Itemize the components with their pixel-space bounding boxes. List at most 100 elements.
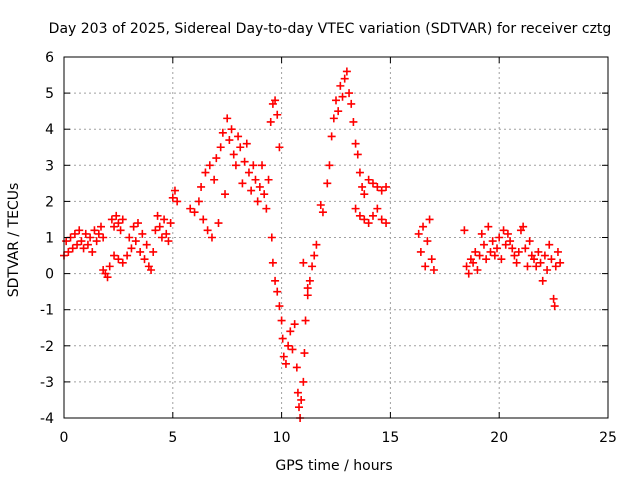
data-point (523, 262, 532, 271)
data-point (293, 388, 302, 397)
data-point (284, 341, 293, 350)
data-point (462, 262, 471, 271)
data-point (238, 179, 247, 188)
data-point (125, 233, 134, 242)
data-point (353, 150, 362, 159)
data-point (275, 143, 284, 152)
data-point (482, 255, 491, 264)
data-point (94, 229, 103, 238)
data-point (316, 201, 325, 210)
data-point (499, 226, 508, 235)
data-point (493, 244, 502, 253)
data-point (512, 258, 521, 267)
data-point (545, 240, 554, 249)
x-axis-label: GPS time / hours (275, 458, 392, 474)
data-point (519, 222, 528, 231)
data-point (532, 262, 541, 271)
data-point (267, 233, 276, 242)
data-point (486, 247, 495, 256)
data-point (236, 143, 245, 152)
data-point (550, 302, 559, 311)
data-point (227, 125, 236, 134)
data-point (249, 161, 258, 170)
data-point (218, 128, 227, 137)
y-tick-label: 0 (45, 267, 54, 283)
data-point (501, 240, 510, 249)
data-point (538, 276, 547, 285)
data-point (479, 240, 488, 249)
data-point (351, 204, 360, 213)
x-tick-label: 0 (60, 430, 69, 446)
data-point (207, 233, 216, 242)
data-point (170, 186, 179, 195)
data-point (521, 244, 530, 253)
data-point (268, 258, 277, 267)
data-point (73, 240, 82, 249)
data-point (358, 182, 367, 191)
data-point (142, 240, 151, 249)
data-point (164, 237, 173, 246)
data-point (349, 117, 358, 126)
y-tick-label: -2 (40, 339, 54, 355)
data-point (427, 255, 436, 264)
data-point (495, 233, 504, 242)
data-point (292, 363, 301, 372)
data-point (77, 237, 86, 246)
data-point (473, 265, 482, 274)
data-point (305, 276, 314, 285)
data-point (214, 219, 223, 228)
data-point (301, 316, 310, 325)
data-point (549, 294, 558, 303)
data-point (488, 237, 497, 246)
data-point (279, 352, 288, 361)
data-point (112, 211, 121, 220)
y-tick-label: 4 (45, 122, 54, 138)
y-tick-label: 1 (45, 231, 54, 247)
data-point (216, 143, 225, 152)
data-point (103, 273, 112, 282)
data-point (299, 258, 308, 267)
data-point (325, 161, 334, 170)
data-point (547, 255, 556, 264)
data-point (118, 258, 127, 267)
data-point (240, 157, 249, 166)
data-point (332, 96, 340, 105)
data-point (90, 226, 99, 235)
data-point (327, 132, 336, 141)
data-point (264, 175, 273, 184)
data-point (258, 161, 267, 170)
data-point (136, 247, 145, 256)
data-point (83, 240, 92, 249)
data-point (273, 110, 282, 119)
data-point (288, 345, 297, 354)
data-point (364, 175, 373, 184)
data-point (201, 168, 210, 177)
x-tick-label: 25 (599, 430, 617, 446)
y-tick-label: 2 (45, 194, 54, 210)
data-point (490, 251, 499, 260)
data-point (355, 168, 364, 177)
data-point (299, 377, 308, 386)
data-point (262, 204, 271, 213)
data-point (116, 226, 125, 235)
data-point (421, 262, 430, 271)
data-point (351, 139, 360, 148)
data-point (312, 240, 321, 249)
data-point (278, 334, 287, 343)
data-point (105, 262, 114, 271)
data-point (460, 226, 469, 235)
data-point (355, 211, 364, 220)
data-point (508, 244, 517, 253)
data-point (419, 222, 428, 231)
data-point (151, 226, 160, 235)
data-point (429, 265, 438, 274)
data-point (166, 219, 175, 228)
data-point (253, 197, 262, 206)
data-point (260, 190, 269, 199)
data-point (147, 265, 156, 274)
data-point (345, 89, 354, 98)
data-point (138, 229, 147, 238)
data-point (382, 182, 391, 191)
data-point (414, 229, 423, 238)
